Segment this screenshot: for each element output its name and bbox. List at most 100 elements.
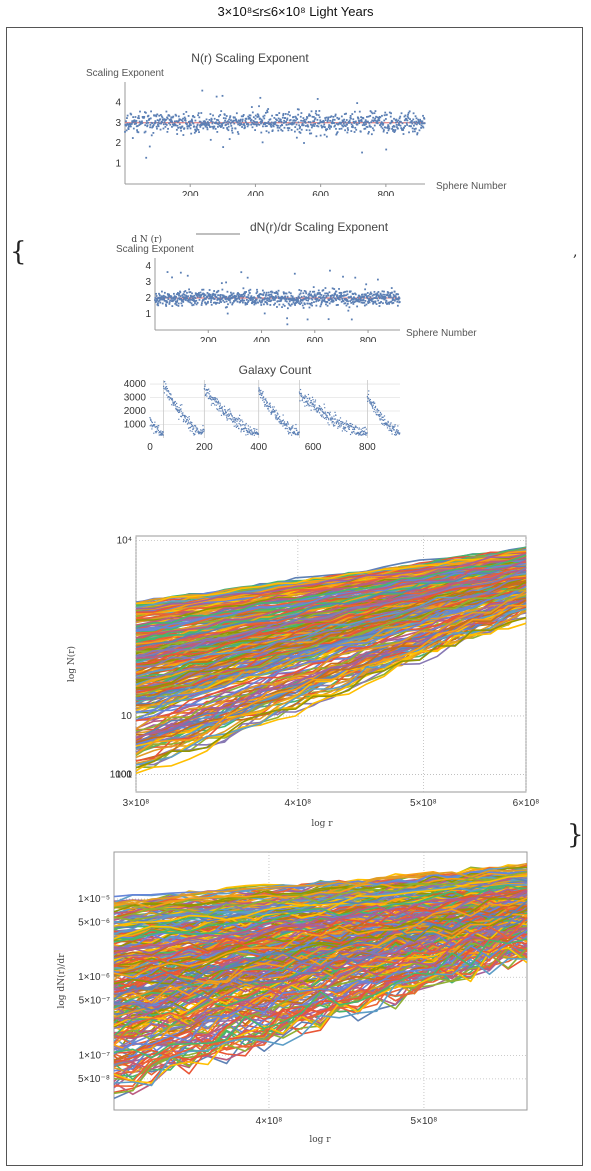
data-point xyxy=(155,432,157,434)
data-point xyxy=(387,129,390,132)
data-point xyxy=(229,291,232,294)
data-point xyxy=(370,111,373,114)
data-point xyxy=(309,397,311,399)
data-point xyxy=(313,409,315,411)
data-point xyxy=(186,122,188,125)
data-point xyxy=(366,296,369,299)
data-point xyxy=(271,410,273,412)
data-point xyxy=(203,297,206,300)
data-point xyxy=(334,292,336,295)
data-point xyxy=(237,292,239,295)
data-point xyxy=(306,318,309,321)
data-point xyxy=(210,303,213,306)
data-point xyxy=(153,114,156,117)
data-point xyxy=(370,403,372,405)
data-point xyxy=(337,425,339,428)
y-tick-label: 5×10⁻⁸ xyxy=(78,1074,110,1085)
data-point xyxy=(209,297,212,300)
data-point xyxy=(278,120,281,123)
data-point xyxy=(275,114,278,116)
data-point xyxy=(168,396,170,398)
data-point xyxy=(371,294,374,297)
data-point xyxy=(176,402,178,405)
data-point xyxy=(321,299,324,301)
data-point xyxy=(211,296,213,299)
data-point xyxy=(175,406,177,408)
data-point xyxy=(277,413,279,415)
data-point xyxy=(305,299,308,302)
data-point xyxy=(390,296,392,299)
data-point xyxy=(292,297,294,300)
data-point xyxy=(242,427,245,430)
data-point xyxy=(417,118,420,121)
data-point xyxy=(326,415,328,417)
data-point xyxy=(351,113,354,115)
data-point xyxy=(163,297,166,300)
data-point xyxy=(362,427,364,429)
data-point xyxy=(236,423,238,425)
data-point xyxy=(182,421,185,423)
data-point xyxy=(400,128,403,130)
data-point xyxy=(223,414,225,416)
data-point xyxy=(179,404,182,406)
data-point xyxy=(326,411,329,414)
series-line xyxy=(113,884,528,943)
data-point xyxy=(291,295,294,298)
data-point xyxy=(248,428,250,430)
data-point xyxy=(326,120,329,123)
data-point xyxy=(308,398,311,400)
data-point xyxy=(313,120,316,123)
data-point xyxy=(406,124,408,126)
output-frame xyxy=(6,27,583,1166)
data-point xyxy=(406,119,409,122)
data-point xyxy=(339,426,341,428)
data-point xyxy=(309,402,312,404)
data-point xyxy=(355,433,357,436)
series-line xyxy=(135,554,527,628)
data-point xyxy=(290,303,293,306)
data-point xyxy=(318,412,321,414)
data-point xyxy=(311,304,314,307)
data-point xyxy=(215,122,217,125)
data-point xyxy=(255,433,257,435)
data-point xyxy=(274,416,277,418)
data-point xyxy=(396,431,398,433)
data-point xyxy=(325,129,328,132)
chart-title: dN(r)/dr Scaling Exponent xyxy=(250,220,389,234)
series-line xyxy=(135,593,527,730)
data-point xyxy=(292,119,295,122)
data-point xyxy=(329,411,331,413)
x-axis-label: Sphere Number xyxy=(406,328,477,339)
data-point xyxy=(382,416,384,418)
series-line xyxy=(135,588,527,697)
data-point xyxy=(335,414,337,416)
y-tick-label: 10 xyxy=(121,711,133,722)
data-point xyxy=(221,288,224,291)
data-point xyxy=(350,422,352,425)
data-point xyxy=(178,292,181,295)
data-point xyxy=(186,297,189,300)
data-point xyxy=(243,124,246,127)
data-point xyxy=(271,291,274,294)
data-point xyxy=(334,113,337,116)
data-point xyxy=(164,388,166,390)
data-point xyxy=(318,299,321,301)
data-point xyxy=(366,432,368,434)
data-point xyxy=(365,428,367,430)
data-point xyxy=(208,388,210,390)
data-point xyxy=(244,119,247,122)
data-point xyxy=(391,298,394,301)
data-point xyxy=(336,132,338,135)
data-point xyxy=(307,296,310,298)
data-point xyxy=(361,430,363,433)
data-point xyxy=(345,119,348,121)
data-point xyxy=(276,114,279,116)
data-point xyxy=(158,119,160,122)
y-tick-label: 100 xyxy=(115,769,132,780)
data-point xyxy=(194,424,196,427)
data-point xyxy=(161,432,163,434)
data-point xyxy=(180,300,183,302)
data-point xyxy=(327,416,329,419)
data-point xyxy=(274,414,276,416)
series-line xyxy=(136,576,527,679)
